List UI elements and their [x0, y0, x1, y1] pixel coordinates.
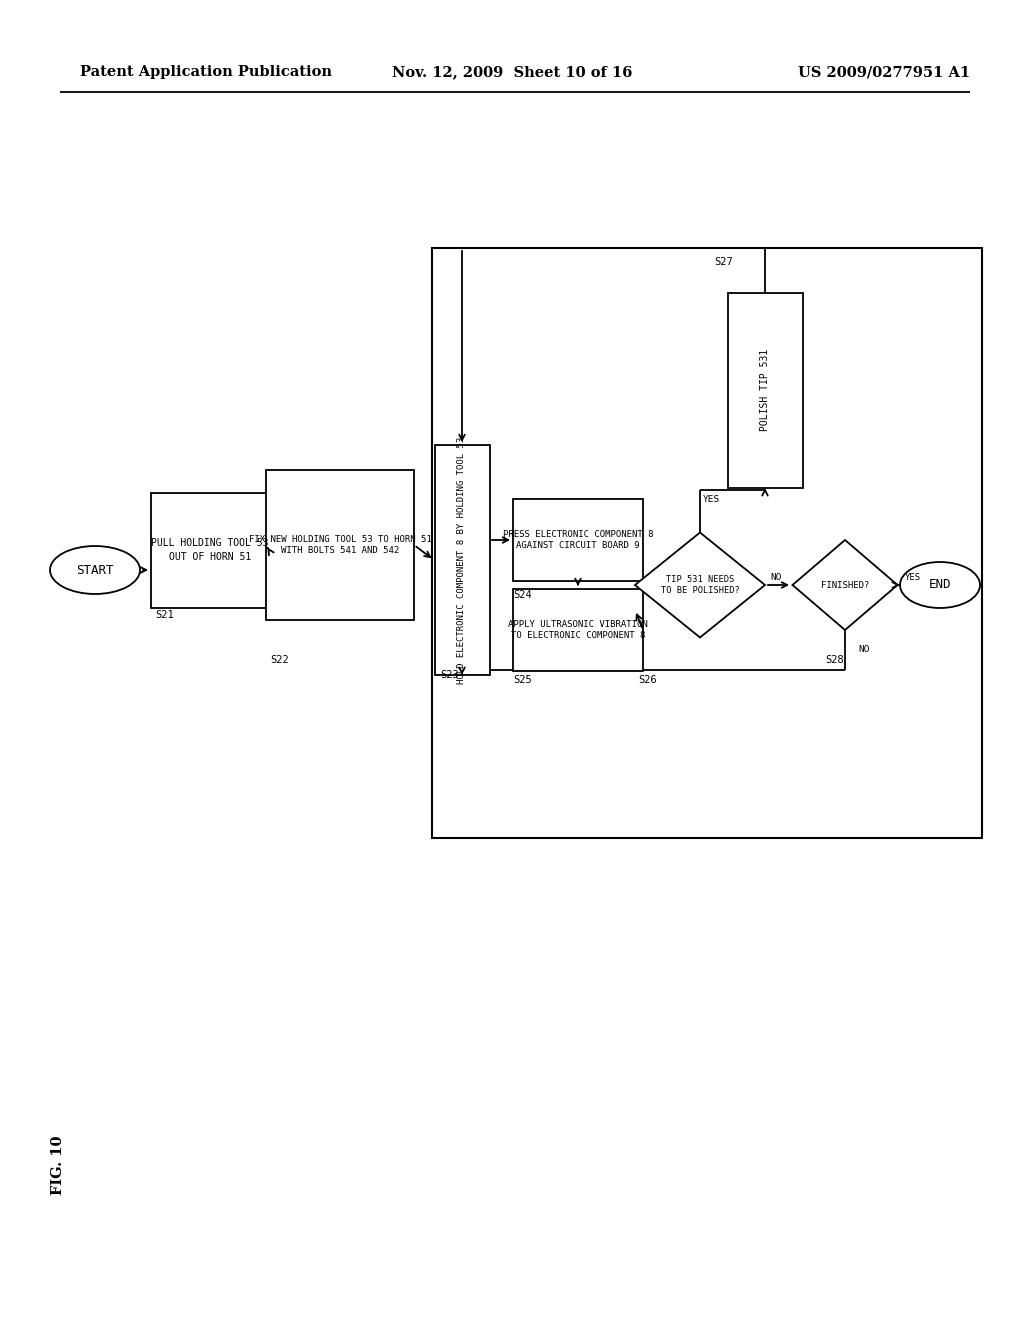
Text: US 2009/0277951 A1: US 2009/0277951 A1	[798, 65, 970, 79]
Text: S25: S25	[513, 675, 531, 685]
Text: NO: NO	[770, 573, 781, 582]
Polygon shape	[635, 532, 765, 638]
Text: APPLY ULTRASONIC VIBRATION
TO ELECTRONIC COMPONENT 8: APPLY ULTRASONIC VIBRATION TO ELECTRONIC…	[508, 619, 648, 640]
Text: END: END	[929, 578, 951, 591]
FancyBboxPatch shape	[266, 470, 414, 620]
Text: PULL HOLDING TOOL 53
OUT OF HORN 51: PULL HOLDING TOOL 53 OUT OF HORN 51	[152, 539, 268, 561]
Text: YES: YES	[905, 573, 922, 582]
Text: S26: S26	[638, 675, 656, 685]
Text: FIG. 10: FIG. 10	[51, 1135, 65, 1195]
Text: START: START	[76, 564, 114, 577]
Text: YES: YES	[703, 495, 720, 504]
Text: FINISHED?: FINISHED?	[821, 581, 869, 590]
Text: FIX NEW HOLDING TOOL 53 TO HORN 51
WITH BOLTS 541 AND 542: FIX NEW HOLDING TOOL 53 TO HORN 51 WITH …	[249, 535, 431, 556]
Polygon shape	[793, 540, 897, 630]
Text: S23: S23	[440, 671, 459, 680]
Text: HOLD ELECTRONIC COMPONENT 8 BY HOLDING TOOL 53: HOLD ELECTRONIC COMPONENT 8 BY HOLDING T…	[458, 437, 467, 684]
Text: S24: S24	[513, 590, 531, 601]
Text: S21: S21	[155, 610, 174, 620]
Ellipse shape	[50, 546, 140, 594]
Text: Nov. 12, 2009  Sheet 10 of 16: Nov. 12, 2009 Sheet 10 of 16	[392, 65, 632, 79]
Text: TIP 531 NEEDS
TO BE POLISHED?: TIP 531 NEEDS TO BE POLISHED?	[660, 576, 739, 595]
Text: NO: NO	[858, 645, 869, 655]
Text: POLISH TIP 531: POLISH TIP 531	[760, 348, 770, 432]
Text: S22: S22	[270, 655, 289, 665]
Ellipse shape	[900, 562, 980, 609]
Text: S27: S27	[714, 257, 733, 267]
FancyBboxPatch shape	[151, 492, 269, 607]
Text: S28: S28	[825, 655, 844, 665]
FancyBboxPatch shape	[727, 293, 803, 487]
FancyBboxPatch shape	[513, 499, 643, 581]
FancyBboxPatch shape	[434, 445, 489, 675]
FancyBboxPatch shape	[513, 589, 643, 671]
Text: Patent Application Publication: Patent Application Publication	[80, 65, 332, 79]
Text: PRESS ELECTRONIC COMPONENT 8
AGAINST CIRCUIT BOARD 9: PRESS ELECTRONIC COMPONENT 8 AGAINST CIR…	[503, 529, 653, 550]
